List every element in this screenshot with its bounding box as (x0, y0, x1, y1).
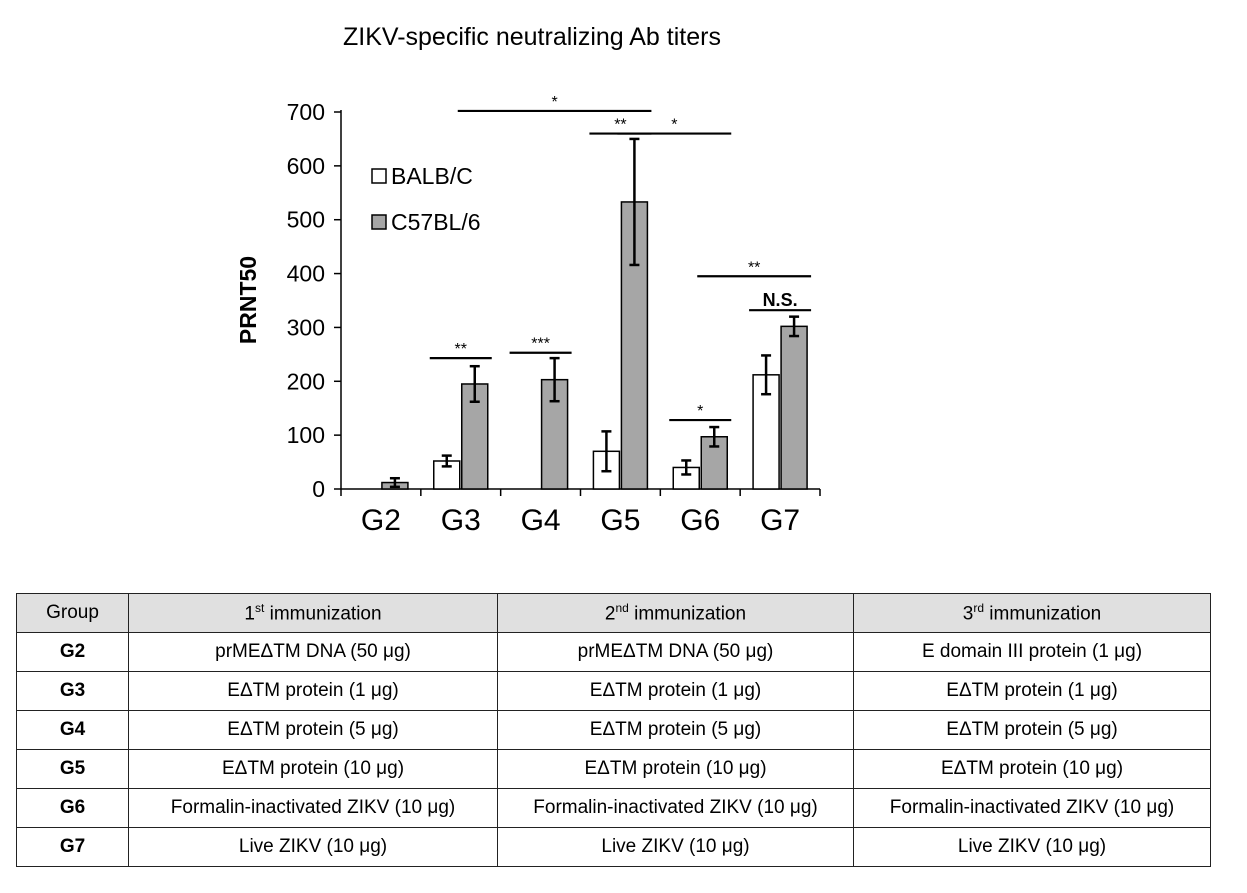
cell-group: G3 (16, 671, 129, 711)
cell-third: E domain III protein (1 μg) (853, 632, 1211, 672)
cell-second: prMEΔTM DNA (50 μg) (497, 632, 854, 672)
significance-label: ** (748, 259, 760, 276)
category-label: G7 (760, 504, 800, 537)
legend-label: C57BL/6 (391, 209, 481, 235)
header-first-immunization: 1st immunization (128, 593, 498, 633)
cell-second: EΔTM protein (5 μg) (497, 710, 854, 750)
legend-label: BALB/C (391, 163, 473, 189)
cell-first: EΔTM protein (5 μg) (128, 710, 498, 750)
cell-group: G4 (16, 710, 129, 750)
significance-label: * (551, 94, 557, 111)
cell-third: EΔTM protein (1 μg) (853, 671, 1211, 711)
cell-first: Live ZIKV (10 μg) (128, 827, 498, 867)
cell-first: EΔTM protein (10 μg) (128, 749, 498, 789)
table-row: G6 Formalin-inactivated ZIKV (10 μg) For… (16, 788, 1211, 828)
table-row: G5 EΔTM protein (10 μg) EΔTM protein (10… (16, 749, 1211, 789)
y-tick-label: 500 (287, 207, 325, 233)
category-label: G6 (680, 504, 720, 537)
y-axis-label: PRNT50 (235, 256, 261, 344)
legend-swatch (371, 168, 387, 184)
y-tick-label: 600 (287, 153, 325, 179)
cell-group: G6 (16, 788, 129, 828)
table-header-row: Group 1st immunization 2nd immunization … (16, 593, 1211, 633)
legend-swatch (371, 214, 387, 230)
significance-label: * (671, 117, 677, 134)
significance-label: ** (455, 341, 467, 358)
header-group: Group (16, 593, 129, 633)
chart: ZIKV-specific neutralizing Ab titers PRN… (235, 23, 821, 537)
cell-third: Live ZIKV (10 μg) (853, 827, 1211, 867)
cell-third: EΔTM protein (10 μg) (853, 749, 1211, 789)
cell-second: Live ZIKV (10 μg) (497, 827, 854, 867)
y-tick-label: 100 (287, 422, 325, 448)
category-label: G4 (521, 504, 561, 537)
cell-second: EΔTM protein (10 μg) (497, 749, 854, 789)
y-tick-label: 700 (287, 99, 325, 125)
table-row: G7 Live ZIKV (10 μg) Live ZIKV (10 μg) L… (16, 827, 1211, 867)
header-third-immunization: 3rd immunization (853, 593, 1211, 633)
table-row: G4 EΔTM protein (5 μg) EΔTM protein (5 μ… (16, 710, 1211, 750)
cell-group: G5 (16, 749, 129, 789)
y-tick-label: 0 (312, 476, 325, 502)
cell-group: G2 (16, 632, 129, 672)
y-tick-label: 300 (287, 314, 325, 340)
cell-second: Formalin-inactivated ZIKV (10 μg) (497, 788, 854, 828)
significance-label: ** (614, 117, 626, 134)
significance-label: *** (531, 336, 550, 353)
header-second-immunization: 2nd immunization (497, 593, 854, 633)
cell-third: Formalin-inactivated ZIKV (10 μg) (853, 788, 1211, 828)
cell-first: EΔTM protein (1 μg) (128, 671, 498, 711)
y-tick-label: 400 (287, 261, 325, 287)
chart-title: ZIKV-specific neutralizing Ab titers (343, 23, 721, 51)
significance-label: * (697, 403, 703, 420)
cell-third: EΔTM protein (5 μg) (853, 710, 1211, 750)
cell-second: EΔTM protein (1 μg) (497, 671, 854, 711)
category-label: G3 (441, 504, 481, 537)
immunization-table: Group 1st immunization 2nd immunization … (16, 593, 1211, 867)
bar (780, 325, 808, 490)
cell-first: prMEΔTM DNA (50 μg) (128, 632, 498, 672)
significance-label: N.S. (763, 290, 798, 310)
category-label: G5 (600, 504, 640, 537)
table-row: G3 EΔTM protein (1 μg) EΔTM protein (1 μ… (16, 671, 1211, 711)
category-label: G2 (361, 504, 401, 537)
cell-group: G7 (16, 827, 129, 867)
cell-first: Formalin-inactivated ZIKV (10 μg) (128, 788, 498, 828)
y-tick-label: 200 (287, 368, 325, 394)
table-row: G2 prMEΔTM DNA (50 μg) prMEΔTM DNA (50 μ… (16, 632, 1211, 672)
